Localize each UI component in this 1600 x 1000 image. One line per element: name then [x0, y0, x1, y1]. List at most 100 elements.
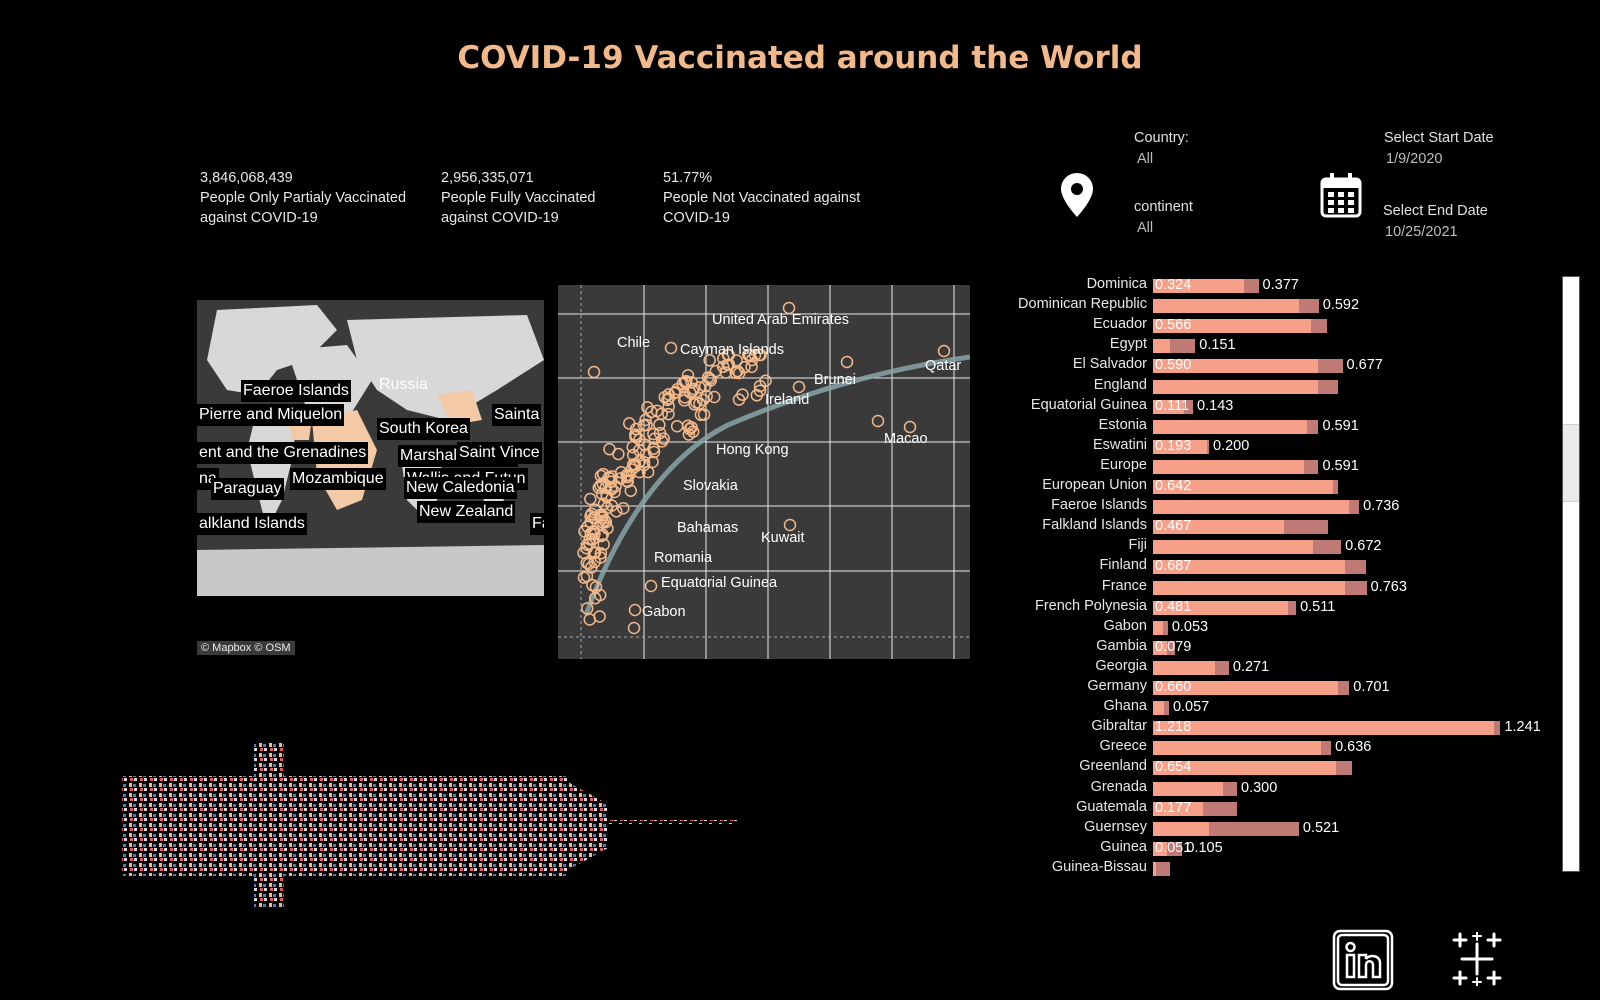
country-filter[interactable]: All [1137, 151, 1154, 167]
bar-row[interactable]: Ghana 0.057 [990, 698, 1560, 718]
bar-row[interactable]: Gambia 0.079 [990, 638, 1560, 658]
scatter-point[interactable] [586, 525, 600, 538]
bar-row[interactable]: Eswatini 0.193 0.200 [990, 437, 1560, 457]
bar-row[interactable]: Ecuador 0.566 [990, 316, 1560, 336]
scatter-point[interactable] [612, 447, 625, 461]
bar-row[interactable]: Faeroe Islands 0.736 [990, 497, 1560, 517]
scatter-point[interactable] [594, 479, 607, 493]
scatter-point[interactable] [750, 389, 764, 402]
scatter-point[interactable] [617, 501, 630, 515]
scatter-point[interactable] [782, 301, 796, 315]
bar-row[interactable]: Egypt 0.151 [990, 336, 1560, 356]
scatter-point[interactable] [644, 579, 658, 593]
world-map[interactable]: Faeroe Islands Russia Pierre and Miquelo… [197, 300, 544, 596]
scatter-point[interactable] [647, 427, 660, 441]
scatter-point[interactable] [937, 344, 951, 358]
scatter-point[interactable] [622, 417, 636, 430]
scatter-point[interactable] [792, 380, 806, 394]
scatter-point[interactable] [594, 547, 608, 560]
bar-row[interactable]: Dominica 0.324 0.377 [990, 276, 1560, 296]
scatter-point[interactable] [709, 364, 723, 378]
scatter-point[interactable] [840, 355, 854, 369]
scatter-point[interactable] [686, 384, 699, 398]
scatter-point[interactable] [621, 470, 634, 484]
scatter-point[interactable] [669, 385, 682, 399]
bar-row[interactable]: Greece 0.636 [990, 738, 1560, 758]
bar-row[interactable]: Guinea-Bissau [990, 859, 1560, 879]
scatter-point[interactable] [637, 419, 651, 432]
scatter-point[interactable] [729, 366, 742, 380]
scatter-point[interactable] [589, 580, 603, 594]
bar-row[interactable]: Gabon 0.053 [990, 618, 1560, 638]
scatter-point[interactable] [661, 393, 674, 407]
bar-row[interactable]: England [990, 377, 1560, 397]
scatter-point[interactable] [593, 610, 606, 623]
scatter-point[interactable] [707, 390, 721, 404]
scatter-point[interactable] [580, 538, 594, 551]
scatter-point[interactable] [682, 428, 696, 441]
start-date-field[interactable]: 1/9/2020 [1386, 151, 1443, 167]
scatter-point[interactable] [662, 400, 675, 413]
scatter-point[interactable] [647, 442, 660, 456]
scatter-point[interactable] [587, 365, 601, 379]
scatter-point[interactable] [783, 518, 797, 532]
scatter-point[interactable] [743, 348, 757, 362]
scatter-point[interactable] [626, 440, 639, 454]
scrollbar[interactable] [1562, 276, 1580, 872]
scatter-point[interactable] [701, 371, 715, 384]
scatter-point[interactable] [633, 433, 646, 446]
bar-row[interactable]: Guatemala 0.177 [990, 799, 1560, 819]
scatter-point[interactable] [639, 413, 652, 427]
scatter-point[interactable] [598, 514, 611, 527]
bar-row[interactable]: Falkland Islands 0.467 [990, 517, 1560, 537]
scatter-point[interactable] [676, 377, 690, 390]
scatter-point[interactable] [690, 396, 703, 409]
bar-row[interactable]: Europe 0.591 [990, 457, 1560, 477]
scatter-point[interactable] [670, 420, 684, 433]
scrollbar-thumb[interactable] [1563, 424, 1579, 502]
scatter-point[interactable] [685, 376, 698, 389]
scatter-point[interactable] [628, 458, 642, 471]
bar-row[interactable]: Guinea 0.051 0.105 [990, 839, 1560, 859]
map-attribution[interactable]: © Mapbox © OSM [197, 641, 295, 655]
scatter-point[interactable] [624, 484, 638, 498]
scatter-point[interactable] [653, 418, 666, 432]
scatter-point[interactable] [736, 388, 749, 401]
scatter-point[interactable] [584, 527, 597, 540]
bar-row[interactable]: European Union 0.642 [990, 477, 1560, 497]
scatter-point[interactable] [622, 468, 636, 482]
scatter-point[interactable] [589, 503, 602, 517]
scatter-point[interactable] [681, 419, 695, 433]
scatter-point[interactable] [594, 469, 608, 483]
bar-row[interactable]: Guernsey 0.521 [990, 819, 1560, 839]
scatter-point[interactable] [759, 374, 772, 387]
scatter-point[interactable] [597, 538, 610, 551]
scatter-point[interactable] [577, 571, 591, 584]
bar-row[interactable]: Gibraltar 1.218 1.241 [990, 718, 1560, 738]
scatter-point[interactable] [597, 497, 611, 511]
scatter-point[interactable] [592, 481, 606, 495]
scatter-point[interactable] [730, 354, 743, 367]
scatter-point[interactable] [703, 354, 716, 367]
scatter-point[interactable] [584, 492, 597, 506]
end-date-field[interactable]: 10/25/2021 [1385, 224, 1458, 240]
scatter-point[interactable] [745, 360, 758, 374]
bar-row[interactable]: Dominican Republic 0.592 [990, 296, 1560, 316]
scatter-point[interactable] [662, 407, 675, 421]
bar-row[interactable]: El Salvador 0.590 0.677 [990, 356, 1560, 376]
scatter-point[interactable] [627, 621, 641, 635]
bar-row[interactable]: Grenada 0.300 [990, 779, 1560, 799]
bar-row[interactable]: Georgia 0.271 [990, 658, 1560, 678]
scatter-plot[interactable]: United Arab Emirates Chile Cayman Island… [558, 285, 971, 659]
scatter-point[interactable] [653, 426, 667, 440]
scatter-point[interactable] [664, 341, 678, 355]
tableau-icon[interactable] [1450, 931, 1504, 991]
scatter-point[interactable] [641, 401, 654, 414]
scatter-point[interactable] [604, 475, 618, 489]
scatter-point[interactable] [628, 603, 642, 617]
bar-row[interactable]: Greenland 0.654 [990, 758, 1560, 778]
bar-row[interactable]: French Polynesia 0.481 0.511 [990, 598, 1560, 618]
scatter-point[interactable] [698, 379, 712, 393]
bar-row[interactable]: Germany 0.660 0.701 [990, 678, 1560, 698]
scatter-point[interactable] [732, 366, 746, 380]
